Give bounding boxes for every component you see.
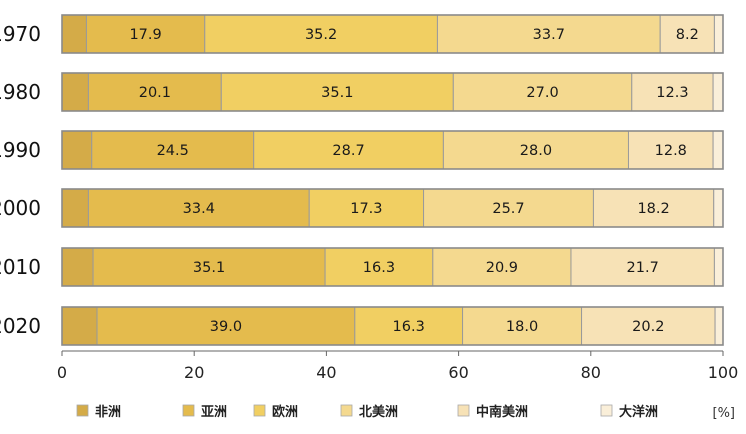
segment-1970-非洲 (61, 14, 87, 54)
bar-frame (61, 14, 724, 54)
segment-1970-欧洲 (204, 14, 438, 54)
segment-1970-大洋洲 (713, 14, 724, 54)
legend-label: 北美洲 (359, 404, 398, 420)
legend-item-大洋洲: 大洋洲 (600, 404, 658, 420)
legend-swatch (76, 404, 89, 417)
segment-2000-大洋洲 (713, 188, 724, 228)
legend-swatch (457, 404, 470, 417)
bar-1990: 24.5 28.7 28.0 12.8 (61, 130, 724, 170)
segment-2020-亚洲 (96, 306, 356, 346)
unit-label: [%] (713, 406, 736, 421)
bar-frame (61, 188, 724, 228)
legend-label: 亚洲 (201, 405, 227, 420)
segment-1980-非洲 (61, 72, 89, 112)
year-label: 2000 (0, 196, 41, 220)
x-tick-label: 40 (316, 363, 336, 382)
x-tick-label: 80 (581, 363, 601, 382)
segment-2010-非洲 (61, 247, 94, 287)
legend-label: 非洲 (95, 404, 121, 420)
data-label: 33.4 (183, 201, 215, 217)
bar-frame (61, 247, 724, 287)
segment-1990-中南美洲 (627, 130, 714, 170)
year-labels: 1970 1980 1990 2000 2010 2020 (0, 22, 41, 338)
x-axis: 0 20 40 60 80 100 (57, 350, 739, 382)
segment-2020-非洲 (61, 306, 98, 346)
legend-item-北美洲: 北美洲 (340, 404, 398, 420)
data-label: 28.0 (520, 143, 552, 159)
year-label: 1980 (0, 80, 41, 104)
legend-item-中南美洲: 中南美洲 (457, 404, 528, 420)
data-label: 28.7 (332, 143, 364, 159)
legend-item-欧洲: 欧洲 (253, 404, 298, 420)
data-label: 17.3 (350, 201, 382, 217)
data-label: 16.3 (393, 319, 425, 335)
legend-item-亚洲: 亚洲 (182, 404, 227, 420)
x-tick-label: 60 (448, 363, 468, 382)
legend-swatch (182, 404, 195, 417)
data-label: 35.2 (305, 27, 337, 43)
data-label: 12.8 (655, 143, 687, 159)
year-label: 1990 (0, 138, 41, 162)
segment-1980-大洋洲 (712, 72, 724, 112)
x-tick-label: 100 (708, 363, 739, 382)
segment-2010-亚洲 (92, 247, 326, 287)
segment-2020-欧洲 (354, 306, 464, 346)
segment-2010-大洋洲 (713, 247, 724, 287)
segment-2020-大洋洲 (714, 306, 724, 346)
data-label: 12.3 (656, 85, 688, 101)
data-label: 8.2 (676, 27, 699, 43)
segment-1990-非洲 (61, 130, 93, 170)
data-label: 24.5 (157, 143, 189, 159)
segment-2020-北美洲 (462, 306, 583, 346)
bar-frame (61, 72, 724, 112)
legend-swatch (340, 404, 353, 417)
data-label: 17.9 (129, 27, 161, 43)
x-tick-label: 20 (184, 363, 204, 382)
data-label: 35.1 (193, 260, 225, 276)
segment-2000-非洲 (61, 188, 89, 228)
data-label: 20.9 (486, 260, 518, 276)
data-label: 33.7 (533, 27, 565, 43)
data-label: 16.3 (363, 260, 395, 276)
data-label: 35.1 (321, 85, 353, 101)
bar-2010: 35.1 16.3 20.9 21.7 (61, 247, 724, 287)
year-label: 2010 (0, 255, 41, 279)
data-label: 27.0 (526, 85, 558, 101)
data-label: 18.0 (506, 319, 538, 335)
segment-2010-欧洲 (324, 247, 434, 287)
legend-item-非洲: 非洲 (76, 404, 121, 420)
x-tick-label: 0 (57, 363, 67, 382)
data-label: 20.2 (632, 319, 664, 335)
data-label: 25.7 (492, 201, 524, 217)
data-label: 20.1 (139, 85, 171, 101)
year-label: 2020 (0, 314, 41, 338)
bars-layer: 17.9 35.2 33.7 8.220.1 35.1 27.0 12.324.5 28.7 2… (61, 14, 724, 346)
bar-frame (61, 306, 724, 346)
segment-1980-欧洲 (220, 72, 454, 112)
legend: 非洲 亚洲 欧洲 北美洲 中南美洲 大洋洲 (76, 404, 658, 420)
bar-1980: 20.1 35.1 27.0 12.3 (61, 72, 724, 112)
segment-1980-中南美洲 (631, 72, 714, 112)
legend-label: 中南美洲 (476, 404, 528, 420)
bar-frame (61, 130, 724, 170)
segment-2020-中南美洲 (581, 306, 716, 346)
legend-swatch (253, 404, 266, 417)
segment-1970-亚洲 (85, 14, 206, 54)
segment-1990-大洋洲 (712, 130, 724, 170)
legend-label: 大洋洲 (619, 404, 658, 420)
bar-1970: 17.9 35.2 33.7 8.2 (61, 14, 724, 54)
year-label: 1970 (0, 22, 41, 46)
legend-swatch (600, 404, 613, 417)
data-label: 21.7 (627, 260, 659, 276)
data-label: 39.0 (210, 319, 242, 335)
data-label: 18.2 (637, 201, 669, 217)
legend-label: 欧洲 (272, 404, 298, 420)
bar-2000: 33.4 17.3 25.7 18.2 (61, 188, 724, 228)
segment-1980-北美洲 (452, 72, 633, 112)
bar-2020: 39.0 16.3 18.0 20.2 (61, 306, 724, 346)
